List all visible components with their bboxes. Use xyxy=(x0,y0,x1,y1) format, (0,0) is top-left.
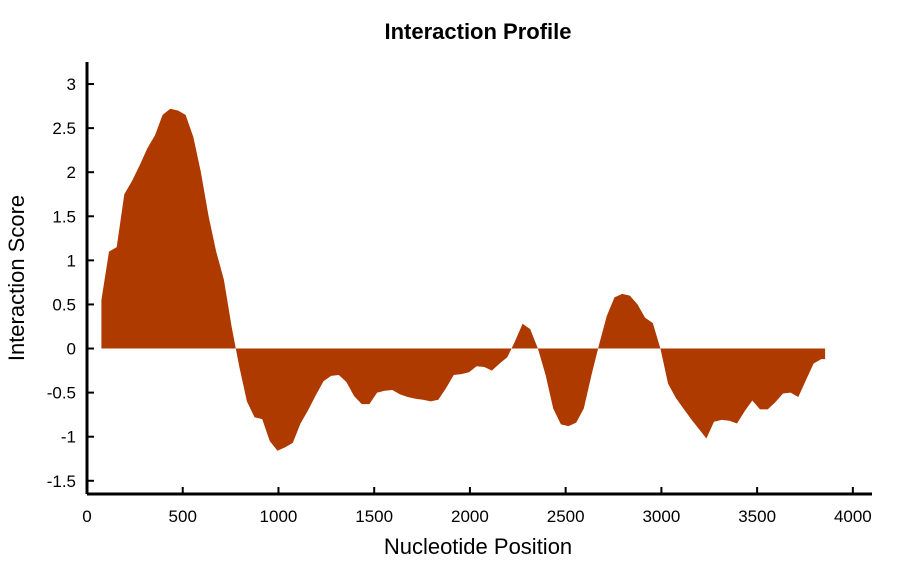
y-tick-label: 0.5 xyxy=(52,295,76,314)
chart-title: Interaction Profile xyxy=(384,19,571,44)
y-tick-label: -1 xyxy=(61,428,76,447)
x-tick-label: 0 xyxy=(82,507,91,526)
y-tick-label: 1 xyxy=(67,251,76,270)
y-tick-label: -1.5 xyxy=(47,472,76,491)
x-tick-label: 4000 xyxy=(834,507,872,526)
x-tick-label: 1500 xyxy=(355,507,393,526)
x-axis-ticks: 0 500 1000 1500 2000 2500 3000 3500 4000 xyxy=(82,487,872,526)
y-tick-label: -0.5 xyxy=(47,384,76,403)
y-axis-label: Interaction Score xyxy=(4,195,29,361)
plot-area xyxy=(101,108,826,451)
x-axis-label: Nucleotide Position xyxy=(384,534,572,559)
area-series-0 xyxy=(101,108,826,451)
y-tick-label: 1.5 xyxy=(52,207,76,226)
y-tick-label: 3 xyxy=(67,75,76,94)
y-tick-label: 2 xyxy=(67,163,76,182)
x-tick-label: 3000 xyxy=(642,507,680,526)
x-tick-label: 1000 xyxy=(260,507,298,526)
x-tick-label: 2000 xyxy=(451,507,489,526)
y-tick-label: 2.5 xyxy=(52,119,76,138)
x-tick-label: 3500 xyxy=(738,507,776,526)
x-tick-label: 2500 xyxy=(547,507,585,526)
y-tick-label: 0 xyxy=(67,340,76,359)
x-tick-label: 500 xyxy=(169,507,197,526)
